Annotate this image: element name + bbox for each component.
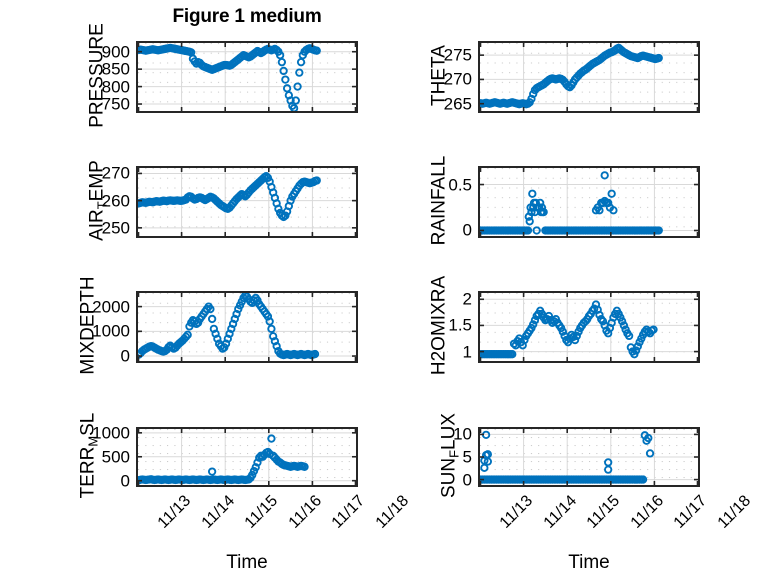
subplot-air_temp: 250 260 270 AIRTEMP	[87, 160, 358, 241]
x-tick-label-sun_flux-0: 11/13	[496, 492, 537, 532]
y-axis-label-base-terr_msl: TERR	[77, 446, 99, 499]
y-tick-label-sun_flux-0: 0	[462, 470, 472, 490]
axes-box-h2omixra[interactable]	[478, 291, 700, 363]
y-tick-label-air_temp-1: 260	[101, 191, 130, 211]
series-markers-air_temp	[138, 172, 321, 222]
x-tick-label-sun_flux-4: 11/17	[671, 492, 711, 532]
y-axis-label-tail-terr_msl: SL	[77, 412, 99, 436]
y-tick-label-h2omixra-1: 1.5	[448, 315, 472, 335]
y-tick-label-theta-1: 270	[443, 69, 472, 89]
axes-box-air_temp[interactable]	[136, 166, 358, 238]
y-tick-label-terr_msl-2: 1000	[92, 423, 130, 443]
y-axis-label-tail-sun_flux: LUX	[438, 413, 460, 450]
series-markers-pressure	[138, 43, 321, 111]
y-axis-label-terr_msl: TERRMSL	[77, 376, 100, 536]
y-tick-label-h2omixra-0: 1	[462, 342, 472, 362]
x-tick-label-sun_flux-1: 11/14	[540, 492, 580, 532]
y-tick-label-rainfall-1: 0.5	[448, 175, 472, 195]
series-markers-terr_msl	[138, 434, 309, 485]
y-axis-label-base-air_temp: AIR	[86, 209, 108, 241]
y-tick-label-terr_msl-1: 500	[101, 447, 130, 467]
y-tick-label-air_temp-2: 270	[101, 163, 130, 183]
y-tick-label-sun_flux-2: 10	[453, 424, 472, 444]
figure-title: Figure 1 medium	[172, 6, 322, 27]
y-tick-label-rainfall-0: 0	[462, 220, 472, 240]
subplot-mixdepth: 0 1000 2000 MIXDEPTH	[77, 276, 358, 375]
subplot-h2omixra: 1 1.5 2 H2OMIXRA	[429, 276, 700, 375]
axes-box-rainfall[interactable]	[478, 166, 700, 238]
x-tick-label-sun_flux-5: 11/18	[714, 492, 755, 532]
x-tick-label-terr_msl-3: 11/16	[285, 492, 325, 532]
subplot-terr_msl: 0 500 1000 TERRMSL 11/13 11/14 11/15 11/16 11/17…	[77, 413, 412, 532]
y-tick-label-h2omixra-2: 2	[462, 289, 472, 309]
x-tick-label-terr_msl-0: 11/13	[154, 492, 195, 532]
x-tick-label-terr_msl-1: 11/14	[198, 492, 238, 532]
x-tick-label-sun_flux-3: 11/16	[627, 492, 667, 532]
subplot-pressure: 750 800 850 900 PRESSURE	[87, 23, 358, 128]
x-tick-label-terr_msl-4: 11/17	[329, 492, 369, 532]
y-axis-label-subscript-sun_flux: F	[446, 449, 462, 458]
y-tick-label-sun_flux-1: 5	[462, 447, 472, 467]
series-markers-sun_flux	[480, 430, 655, 484]
axes-box-terr_msl[interactable]	[136, 427, 358, 487]
axes-box-theta[interactable]	[478, 41, 700, 113]
x-tick-label-terr_msl-2: 11/15	[241, 492, 282, 532]
y-axis-label-subscript-terr_msl: M	[84, 435, 100, 447]
y-tick-label-pressure-0: 750	[101, 94, 130, 114]
y-tick-label-mixdepth-2: 2000	[92, 297, 130, 317]
y-axis-label-sun_flux: SUNFLUX	[438, 376, 462, 536]
y-tick-label-mixdepth-0: 0	[120, 346, 130, 366]
y-tick-label-theta-2: 275	[443, 45, 472, 65]
axes-box-pressure[interactable]	[136, 41, 358, 113]
subplot-rainfall: 0 0.5 RAINFALL	[429, 156, 700, 245]
x-tick-label-sun_flux-2: 11/15	[583, 492, 624, 532]
y-axis-label-tail-air_temp: EMP	[86, 160, 108, 202]
axes-box-sun_flux[interactable]	[478, 427, 700, 487]
y-axis-label-subscript-air_temp: T	[94, 201, 110, 210]
y-axis-label-base-sun_flux: SUN	[438, 457, 460, 498]
y-tick-label-pressure-2: 850	[101, 59, 130, 79]
y-tick-label-theta-0: 265	[443, 94, 472, 114]
subplot-sun_flux: 0 5 10 SUNFLUX 11/13 11/14 11/15 11/16 11/17 11/1…	[438, 413, 754, 532]
y-tick-label-mixdepth-1: 1000	[92, 321, 130, 341]
y-tick-label-pressure-3: 900	[101, 42, 130, 62]
series-markers-rainfall	[480, 171, 663, 235]
series-markers-h2omixra	[480, 300, 658, 359]
axes-box-mixdepth[interactable]	[136, 291, 358, 363]
y-tick-label-air_temp-0: 250	[101, 218, 130, 238]
y-tick-label-pressure-1: 800	[101, 77, 130, 97]
x-axis-label-right: Time	[568, 552, 610, 573]
subplot-theta: 265 270 275 THETA	[429, 41, 700, 113]
x-tick-label-terr_msl-5: 11/18	[372, 492, 413, 532]
x-axis-label-left: Time	[226, 552, 268, 573]
series-markers-mixdepth	[138, 293, 320, 360]
series-markers-theta	[480, 43, 663, 109]
y-tick-label-terr_msl-0: 0	[120, 471, 130, 491]
